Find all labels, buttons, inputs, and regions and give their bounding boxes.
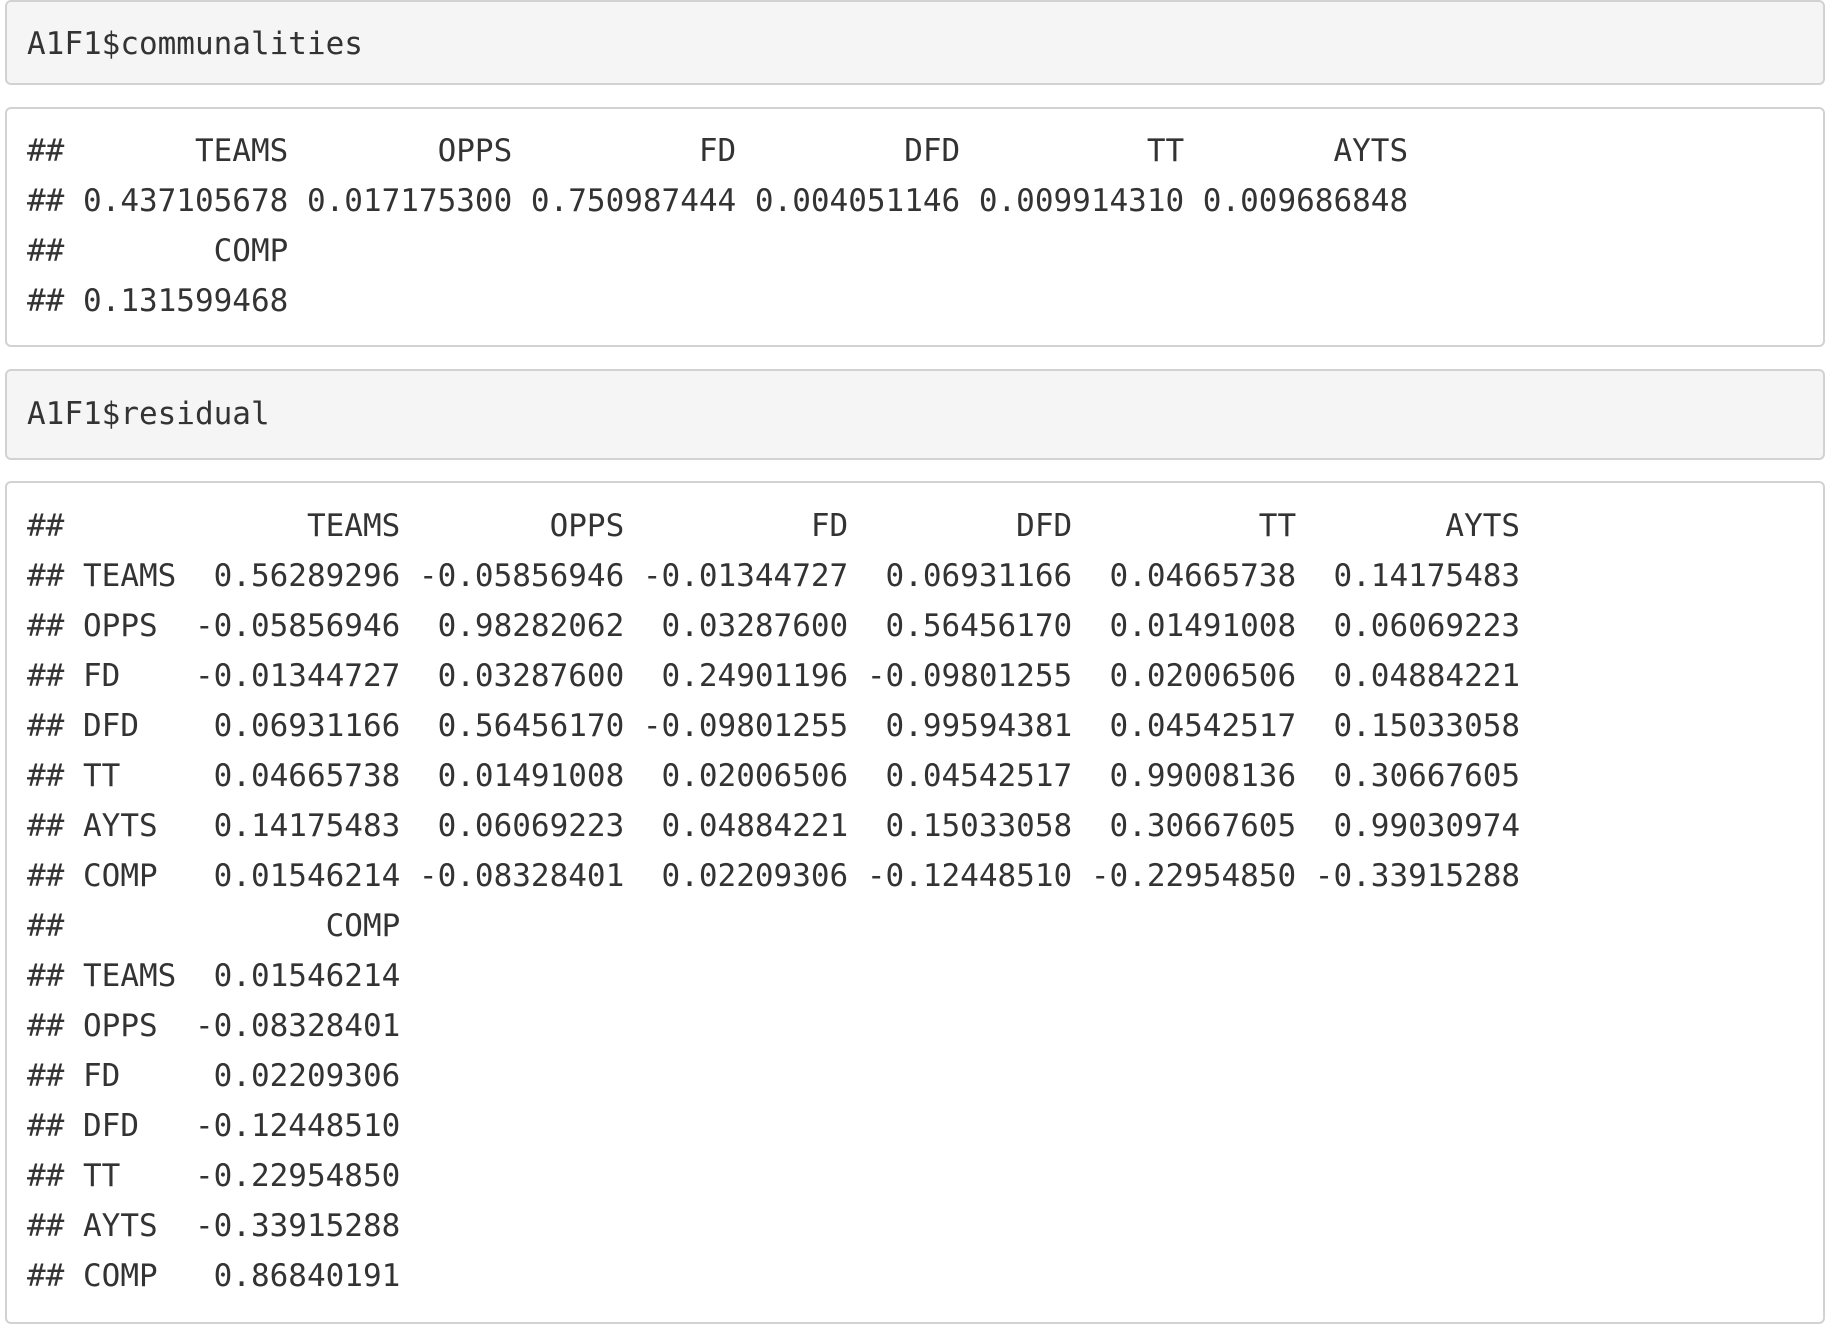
output-line: ## COMP — [27, 233, 307, 269]
output-line: ## COMP — [27, 908, 401, 944]
output-chunk-residual: ## TEAMS OPPS FD DFD TT AYTS ## TEAMS 0.… — [5, 481, 1825, 1324]
output-line: ## DFD -0.12448510 — [27, 1108, 401, 1144]
output-chunk-communalities: ## TEAMS OPPS FD DFD TT AYTS ## 0.437105… — [5, 107, 1825, 347]
output-line: ## AYTS 0.14175483 0.06069223 0.04884221… — [27, 808, 1521, 844]
output-line: ## TEAMS OPPS FD DFD TT AYTS — [27, 133, 1427, 169]
output-line: ## AYTS -0.33915288 — [27, 1208, 401, 1244]
output-line: ## OPPS -0.08328401 — [27, 1008, 401, 1044]
output-line: ## 0.437105678 0.017175300 0.750987444 0… — [27, 183, 1427, 219]
output-line: ## TEAMS OPPS FD DFD TT AYTS — [27, 508, 1521, 544]
code-chunk-communalities: A1F1$communalities — [5, 0, 1825, 85]
code-line: A1F1$residual — [27, 396, 270, 432]
output-line: ## TT -0.22954850 — [27, 1158, 401, 1194]
output-line: ## COMP 0.01546214 -0.08328401 0.0220930… — [27, 858, 1521, 894]
code-chunk-residual: A1F1$residual — [5, 369, 1825, 460]
output-line: ## FD 0.02209306 — [27, 1058, 401, 1094]
output-line: ## TEAMS 0.01546214 — [27, 958, 401, 994]
code-line: A1F1$communalities — [27, 26, 363, 62]
output-line: ## 0.131599468 — [27, 283, 307, 319]
output-line: ## TT 0.04665738 0.01491008 0.02006506 0… — [27, 758, 1521, 794]
output-line: ## FD -0.01344727 0.03287600 0.24901196 … — [27, 658, 1521, 694]
output-line: ## TEAMS 0.56289296 -0.05856946 -0.01344… — [27, 558, 1521, 594]
output-line: ## DFD 0.06931166 0.56456170 -0.09801255… — [27, 708, 1521, 744]
output-line: ## OPPS -0.05856946 0.98282062 0.0328760… — [27, 608, 1521, 644]
output-line: ## COMP 0.86840191 — [27, 1258, 401, 1294]
